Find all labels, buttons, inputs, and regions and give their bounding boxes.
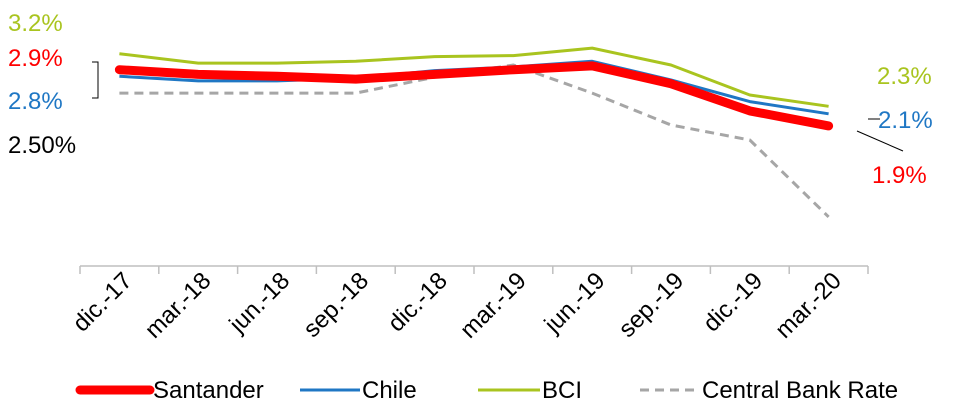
x-tick-label: mar.-19	[455, 267, 532, 344]
central-start-leader	[92, 61, 99, 99]
santander-end-label: 1.9%	[872, 162, 927, 189]
central-start-label: 2.50%	[8, 132, 76, 159]
santander-end-leader	[856, 130, 904, 152]
x-tick-label: jun.-19	[539, 267, 611, 339]
series-lines	[114, 46, 834, 218]
x-axis-tick-labels: dic.-17 mar.-18 jun.-18 sep.-18 dic.-18 mar.-…	[68, 267, 847, 344]
x-tick-label: dic.-17	[68, 267, 138, 337]
x-tick-label: dic.-18	[383, 267, 453, 337]
chile-end-label: 2.1%	[878, 107, 933, 134]
x-axis-ticks	[79, 266, 869, 274]
bci-end-label: 2.3%	[877, 63, 932, 90]
x-tick-label: sep.-19	[614, 267, 690, 343]
legend-label-santander: Santander	[153, 377, 264, 404]
legend: Santander Chile BCI Central Bank Rate	[75, 377, 898, 404]
chile-start-label: 2.8%	[8, 88, 63, 115]
series-line-bci	[119, 46, 829, 108]
legend-label-chile: Chile	[362, 377, 417, 404]
bci-start-label: 3.2%	[8, 10, 63, 37]
x-tick-label: jun.-18	[224, 267, 296, 339]
x-tick-label: mar.-18	[140, 267, 217, 344]
x-tick-label: dic.-19	[698, 267, 768, 337]
santander-start-label: 2.9%	[8, 45, 63, 72]
series-line-central	[119, 63, 830, 218]
x-tick-label: mar.-20	[770, 267, 847, 344]
series-line-santander	[114, 61, 834, 131]
x-tick-label: sep.-18	[298, 267, 374, 343]
legend-label-central: Central Bank Rate	[702, 377, 898, 404]
legend-label-bci: BCI	[542, 377, 582, 404]
